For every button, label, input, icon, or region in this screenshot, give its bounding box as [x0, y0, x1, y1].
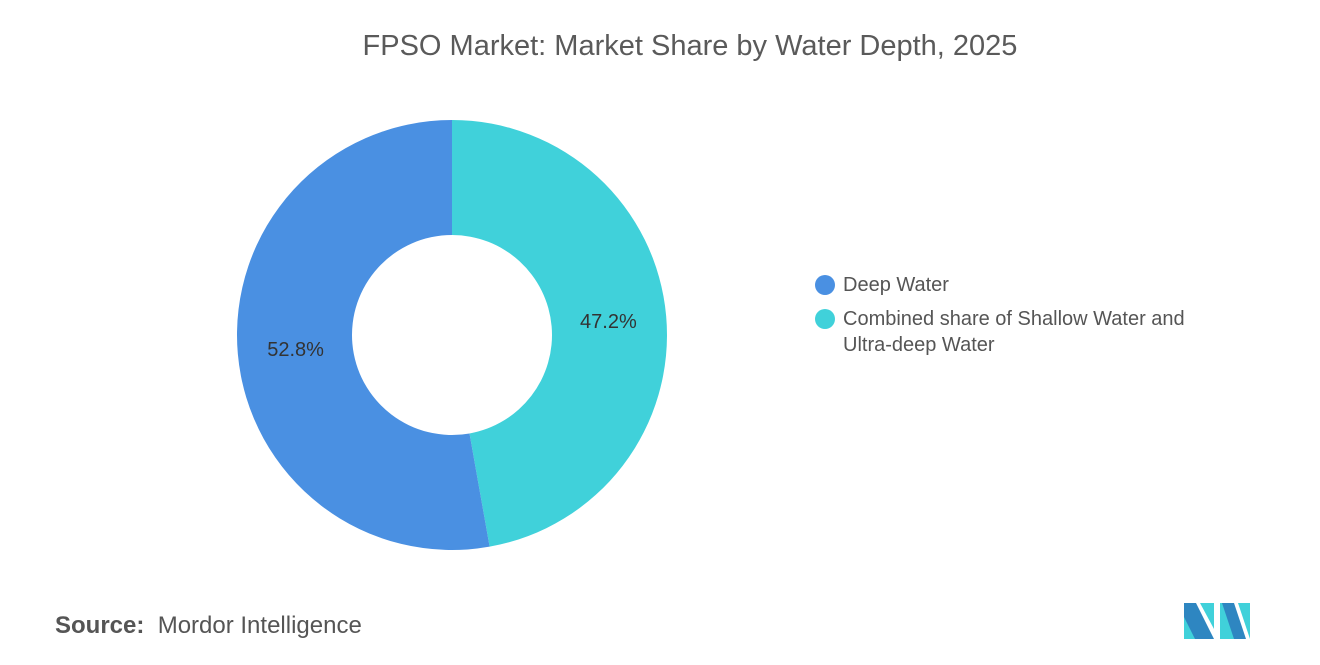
source-note: Source: Mordor Intelligence: [55, 612, 362, 640]
legend-item-combined: Combined share of Shallow Water and Ultr…: [815, 306, 1233, 358]
legend-swatch: [815, 309, 835, 329]
mordor-intelligence-logo: [1184, 603, 1250, 639]
legend: Deep Water Combined share of Shallow Wat…: [815, 272, 1233, 366]
donut-slice: [236, 120, 490, 550]
data-label: 52.8%: [267, 339, 324, 361]
legend-label: Combined share of Shallow Water and Ultr…: [843, 308, 1185, 356]
legend-item-deep-water: Deep Water: [815, 272, 1233, 298]
legend-label: Deep Water: [843, 274, 949, 296]
source-label: Source:: [55, 612, 145, 639]
legend-swatch: [815, 275, 835, 295]
chart-title: FPSO Market: Market Share by Water Depth…: [362, 30, 1018, 62]
donut-slice: [452, 120, 667, 547]
data-label: 47.2%: [580, 311, 637, 333]
source-value: Mordor Intelligence: [157, 612, 362, 639]
